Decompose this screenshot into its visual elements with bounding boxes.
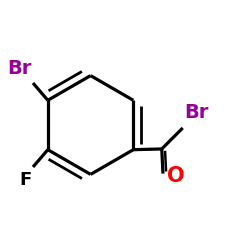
Text: Br: Br bbox=[184, 103, 208, 122]
Text: F: F bbox=[20, 172, 32, 190]
Text: O: O bbox=[168, 166, 185, 186]
Text: Br: Br bbox=[8, 59, 32, 78]
